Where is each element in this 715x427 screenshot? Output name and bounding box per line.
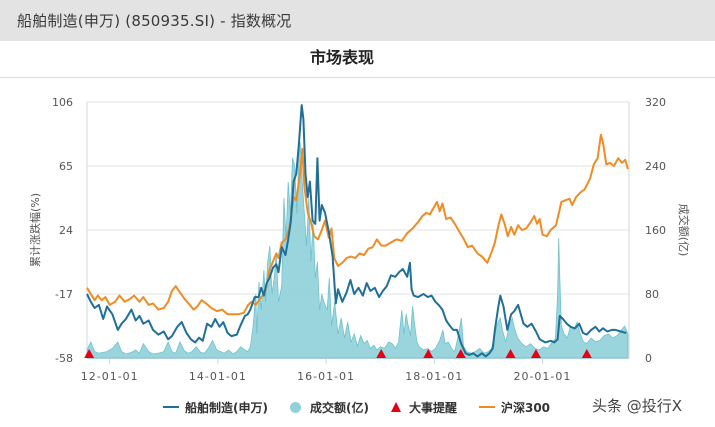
series-hs300-line[interactable] [86, 133, 629, 316]
dot-swatch-icon [289, 401, 301, 413]
x-tick-label: 12-01-01 [81, 370, 139, 383]
y-tick-label: -17 [55, 288, 73, 301]
event-marker-icon[interactable] [84, 349, 95, 358]
y-right-tick-label: 80 [645, 288, 659, 301]
legend-label: 大事提醒 [408, 400, 457, 415]
legend-item-hs300[interactable]: 沪深300 [478, 399, 551, 416]
legend-label: 船舶制造(申万) [185, 400, 268, 415]
series-volume-area[interactable] [86, 141, 629, 359]
y-tick-label: 24 [59, 224, 73, 237]
x-tick-label: 20-01-01 [513, 370, 571, 383]
event-marker-icon[interactable] [376, 349, 387, 358]
chart-legend: 船舶制造(申万) 成交额(亿) 大事提醒 沪深300 [163, 398, 572, 416]
x-tick-label: 14-01-01 [189, 370, 247, 383]
line-swatch-icon [478, 406, 495, 408]
line-swatch-icon [163, 406, 179, 408]
legend-item-volume[interactable]: 成交额(亿) [289, 399, 369, 416]
event-marker-icon[interactable] [530, 349, 541, 358]
legend-item-events[interactable]: 大事提醒 [390, 399, 457, 416]
series-index-line[interactable] [86, 104, 627, 358]
legend-label: 成交额(亿) [309, 400, 369, 415]
y-axis-left: 106 65 24 -17 -58 [52, 96, 73, 365]
event-marker-icon[interactable] [505, 349, 516, 358]
y-axis-left-label: 累计涨跌幅(%) [28, 193, 42, 267]
y-tick-label: 65 [59, 160, 73, 173]
watermark: 头条 @投行X [592, 397, 683, 415]
market-performance-title: 市场表现 [310, 48, 375, 67]
event-marker-icon[interactable] [423, 349, 434, 358]
index-title: 船舶制造(申万) (850935.SI) - 指数概况 [17, 12, 292, 30]
y-axis-right-label: 成交额(亿) [677, 204, 691, 257]
x-tick-label: 18-01-01 [405, 370, 463, 383]
y-right-tick-label: 0 [645, 352, 652, 365]
event-marker-icon[interactable] [455, 349, 466, 358]
legend-label: 沪深300 [500, 400, 551, 415]
x-axis: 12-01-01 14-01-01 16-01-01 18-01-01 20-01-01 [81, 358, 571, 383]
y-right-tick-label: 160 [645, 224, 666, 237]
x-tick-label: 16-01-01 [297, 370, 355, 383]
y-right-tick-label: 320 [645, 96, 666, 109]
section-title: 市场表现 [0, 41, 715, 77]
chart-gridlines [86, 101, 630, 359]
y-right-tick-label: 240 [645, 160, 666, 173]
series-event-markers[interactable] [84, 349, 592, 358]
triangle-marker-icon [390, 402, 401, 412]
event-marker-icon[interactable] [581, 349, 592, 358]
legend-item-index[interactable]: 船舶制造(申万) [163, 399, 268, 416]
y-axis-right: 320 240 160 80 0 [645, 96, 666, 365]
section-divider [0, 77, 715, 78]
y-tick-label: -58 [55, 352, 73, 365]
page-header: 船舶制造(申万) (850935.SI) - 指数概况 [0, 0, 715, 41]
y-tick-label: 106 [52, 96, 73, 109]
